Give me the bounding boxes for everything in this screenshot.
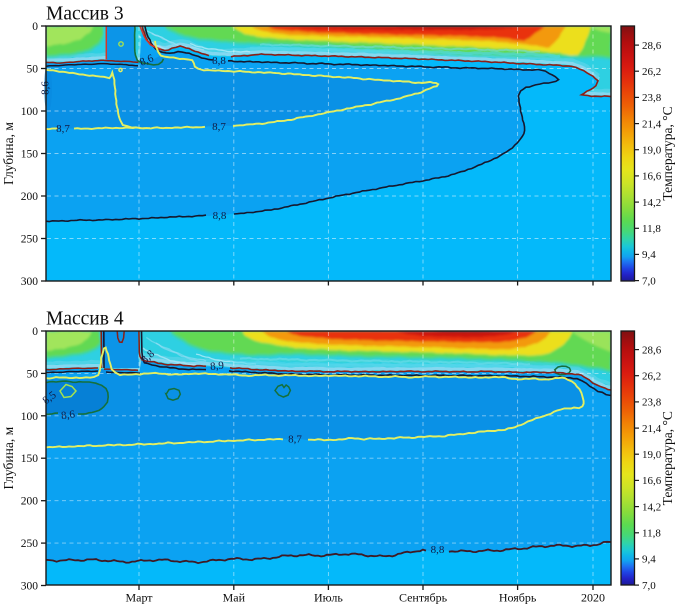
svg-text:21,4: 21,4 [642, 118, 662, 130]
svg-text:8,7: 8,7 [288, 433, 302, 445]
svg-text:8,6: 8,6 [60, 408, 76, 422]
svg-text:250: 250 [21, 234, 39, 246]
svg-text:0: 0 [32, 326, 38, 338]
svg-text:14,2: 14,2 [642, 197, 661, 209]
svg-text:250: 250 [21, 538, 39, 550]
svg-text:100: 100 [21, 411, 39, 423]
svg-text:Температура, °C: Температура, °C [660, 106, 675, 200]
svg-text:300: 300 [21, 276, 39, 288]
svg-text:8,7: 8,7 [212, 121, 226, 133]
svg-text:2020: 2020 [581, 591, 605, 605]
svg-text:14,2: 14,2 [642, 501, 661, 513]
svg-text:50: 50 [27, 368, 39, 380]
svg-text:8,7: 8,7 [56, 123, 70, 135]
svg-text:21,4: 21,4 [642, 423, 662, 435]
svg-text:Сентябрь: Сентябрь [399, 591, 448, 605]
svg-text:100: 100 [21, 106, 39, 118]
svg-text:11,8: 11,8 [642, 223, 661, 235]
svg-text:8,9: 8,9 [210, 360, 225, 373]
svg-text:23,8: 23,8 [642, 397, 662, 409]
svg-text:Ноябрь: Ноябрь [499, 591, 537, 605]
svg-text:Май: Май [223, 591, 246, 605]
svg-text:Март: Март [125, 591, 153, 605]
svg-text:Июль: Июль [314, 591, 343, 605]
svg-text:200: 200 [21, 496, 39, 508]
svg-text:26,2: 26,2 [642, 371, 661, 383]
svg-text:50: 50 [27, 64, 39, 76]
svg-text:150: 150 [21, 149, 39, 161]
svg-text:Массив 4: Массив 4 [46, 309, 124, 330]
svg-text:19,0: 19,0 [642, 449, 662, 461]
svg-text:11,8: 11,8 [642, 528, 661, 540]
svg-text:150: 150 [21, 453, 39, 465]
svg-text:26,2: 26,2 [642, 66, 661, 78]
svg-text:23,8: 23,8 [642, 92, 662, 104]
svg-text:8,8: 8,8 [212, 55, 226, 67]
svg-text:16,6: 16,6 [642, 171, 662, 183]
svg-text:16,6: 16,6 [642, 475, 662, 487]
svg-text:0: 0 [32, 21, 38, 33]
svg-text:Массив 3: Массив 3 [46, 4, 124, 25]
svg-text:200: 200 [21, 191, 39, 203]
svg-text:Температура, °C: Температура, °C [660, 411, 675, 505]
svg-text:28,6: 28,6 [642, 344, 662, 356]
svg-text:7,0: 7,0 [642, 275, 656, 287]
svg-text:Глубина, м: Глубина, м [1, 426, 16, 489]
svg-text:8,8: 8,8 [213, 210, 227, 222]
svg-text:Глубина, м: Глубина, м [1, 122, 16, 185]
svg-text:300: 300 [21, 581, 39, 593]
svg-text:28,6: 28,6 [642, 40, 662, 52]
svg-text:9,4: 9,4 [642, 249, 656, 261]
svg-text:7,0: 7,0 [642, 580, 656, 592]
svg-text:8,8: 8,8 [431, 544, 445, 556]
svg-text:8,6: 8,6 [138, 52, 156, 68]
svg-text:9,4: 9,4 [642, 554, 656, 566]
svg-text:19,0: 19,0 [642, 145, 662, 157]
